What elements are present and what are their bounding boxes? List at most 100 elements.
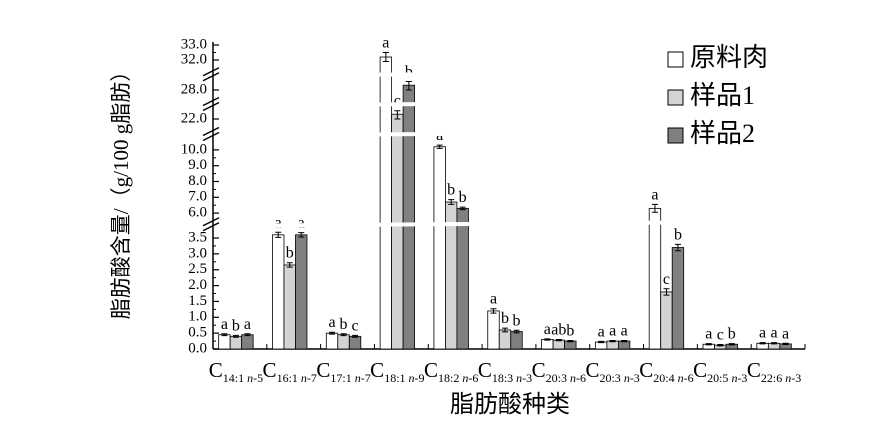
y-tick-label: 32.0 (181, 51, 207, 67)
legend-label: 原料肉 (690, 43, 768, 72)
bar (283, 264, 296, 350)
significance-letter: c (663, 271, 670, 288)
axis-break-gap (214, 99, 805, 108)
bar (433, 146, 446, 350)
bar (379, 56, 393, 350)
error-bar (382, 52, 389, 62)
error-bar (621, 339, 628, 343)
legend-swatch (667, 89, 684, 106)
error-bar (298, 232, 305, 238)
axis-break (202, 96, 220, 112)
error-bar (286, 262, 293, 268)
x-tick-label: C16:1 n-7 (263, 358, 317, 385)
x-tick-label: C18:2 n-6 (424, 358, 478, 385)
error-bar (394, 110, 401, 120)
significance-letter: b (501, 310, 509, 327)
error-bar (705, 343, 712, 346)
bar (648, 207, 662, 350)
axis-break-gap (214, 69, 805, 78)
y-tick-label: 1.5 (188, 293, 207, 309)
axis-break (202, 126, 220, 142)
y-axis-title: 脂肪酸含量/（g/100 g脂肪） (109, 61, 133, 319)
significance-letter: b (405, 64, 413, 81)
significance-letter: a (621, 322, 628, 339)
bar (229, 335, 243, 350)
significance-letter: a (598, 323, 605, 340)
bar (456, 207, 469, 350)
significance-letter: c (351, 317, 358, 334)
bar (487, 310, 500, 350)
legend-swatch (667, 51, 684, 68)
significance-letter: a (771, 325, 778, 342)
bar (617, 340, 631, 350)
significance-letter: a (244, 316, 251, 333)
error-bar (567, 339, 574, 343)
significance-letter: a (298, 215, 305, 232)
x-tick-label: C17:1 n-7 (316, 358, 370, 385)
bar (325, 332, 339, 350)
y-tick-label: 3.0 (188, 245, 207, 261)
x-tick-label: C20:5 n-3 (693, 358, 747, 385)
significance-letter: a (328, 314, 335, 331)
significance-letter: c (394, 93, 401, 110)
x-tick-label: C18:1 n-9 (370, 358, 424, 385)
bar (402, 84, 416, 350)
bar (671, 247, 685, 350)
y-tick-label: 33.0 (181, 36, 207, 52)
error-bar (352, 334, 359, 338)
x-tick-label: C20:3 n-3 (585, 358, 639, 385)
error-bar (513, 329, 520, 334)
y-tick-label: 3.5 (188, 229, 207, 245)
y-tick-label: 6.0 (188, 205, 207, 221)
y-tick-label: 2.5 (188, 261, 207, 277)
error-bar (459, 206, 466, 211)
bar (498, 329, 512, 350)
bar (510, 331, 523, 350)
bar (552, 339, 565, 350)
x-tick-label: C18:3 n-3 (478, 358, 532, 385)
bar (295, 234, 308, 350)
error-bar (340, 333, 347, 337)
legend-label: 样品2 (690, 119, 755, 148)
error-bar (232, 334, 239, 338)
y-tick-label: 10.0 (181, 141, 207, 157)
significance-letter: a (651, 186, 658, 203)
x-tick-label: C20:4 n-6 (639, 358, 693, 385)
bar (218, 334, 231, 350)
error-bar (244, 333, 251, 337)
bar (272, 234, 285, 350)
error-bar (405, 81, 412, 91)
error-bar (674, 243, 681, 252)
significance-letter: a (705, 326, 712, 343)
error-bar (782, 342, 789, 346)
x-tick-label: C20:3 n-6 (532, 358, 586, 385)
significance-letter: b (447, 182, 455, 199)
y-tick-label: 2.0 (188, 277, 207, 293)
bar (564, 340, 577, 350)
significance-letter: b (728, 326, 736, 343)
y-tick-label: 8.0 (188, 173, 207, 189)
y-tick-label: 28.0 (181, 81, 207, 97)
legend-swatch (667, 127, 684, 144)
y-tick-label: 22.0 (181, 110, 207, 126)
significance-letter: a (221, 316, 228, 333)
bar (391, 113, 404, 350)
significance-letter: b (232, 317, 240, 334)
error-bar (502, 327, 508, 333)
significance-letter: ab (551, 321, 566, 338)
x-tick-label: C22:6 n-3 (747, 358, 801, 385)
y-tick-label: 1.0 (188, 309, 207, 325)
significance-letter: b (513, 312, 521, 329)
significance-letter: b (566, 322, 574, 339)
significance-letter: a (490, 291, 497, 308)
error-bar (221, 333, 228, 337)
legend-label: 样品1 (690, 81, 755, 110)
error-bar (663, 288, 670, 296)
significance-letter: a (275, 214, 282, 231)
bar (348, 335, 362, 350)
error-bar (436, 144, 443, 149)
error-bar (717, 344, 724, 347)
error-bar (759, 342, 766, 345)
bar (606, 340, 619, 350)
error-bar (555, 338, 562, 342)
